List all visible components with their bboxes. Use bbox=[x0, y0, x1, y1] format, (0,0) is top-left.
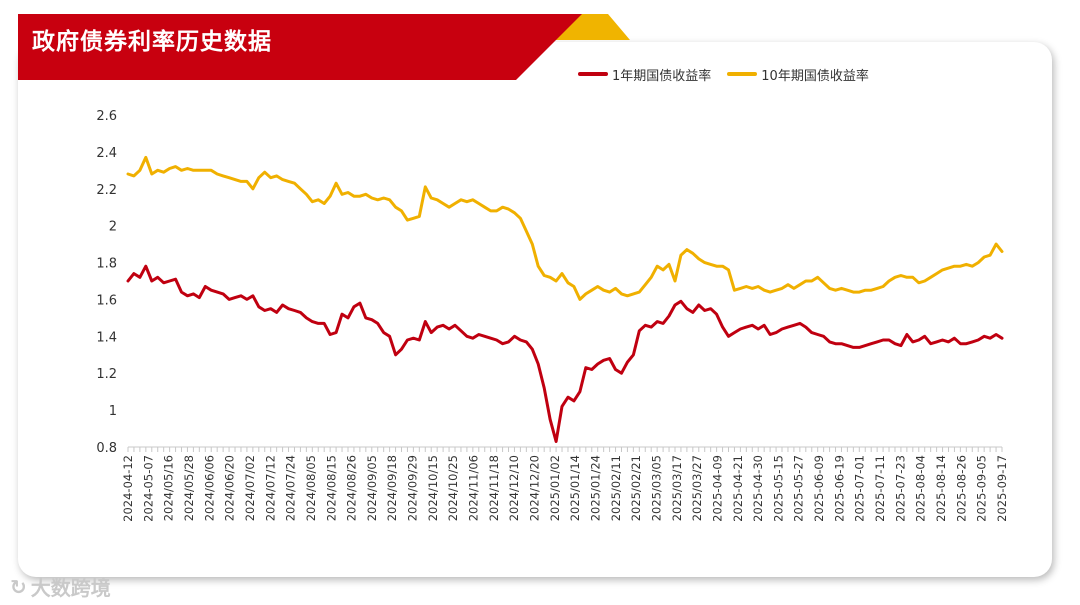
x-tick-label: 2024/10/25 bbox=[446, 455, 460, 521]
legend-item-1y: 1年期国债收益率 bbox=[578, 65, 711, 84]
y-tick-label: 2.4 bbox=[96, 146, 117, 161]
x-tick-label: 2025/03/27 bbox=[690, 455, 704, 521]
x-tick-label: 2024/08/05 bbox=[304, 455, 318, 521]
x-tick-label: 2024/06/06 bbox=[202, 455, 216, 521]
x-tick-label: 2024/08/26 bbox=[345, 455, 359, 521]
chart-legend: 1年期国债收益率 10年期国债收益率 bbox=[578, 64, 885, 84]
x-tick-label: 2025/02/11 bbox=[609, 455, 623, 521]
title-banner bbox=[18, 14, 630, 80]
x-tick-label: 2024-05-07 bbox=[141, 455, 155, 522]
x-tick-label: 2024/07/02 bbox=[243, 455, 257, 521]
y-tick-label: 2.2 bbox=[96, 183, 117, 198]
x-tick-label: 2025-07-23 bbox=[893, 455, 907, 522]
x-tick-label: 2025-09-05 bbox=[975, 455, 989, 522]
y-tick-label: 2 bbox=[109, 220, 117, 235]
legend-label-10y: 10年期国债收益率 bbox=[761, 68, 869, 84]
x-tick-label: 2024/12/10 bbox=[507, 455, 521, 521]
brand-logo-icon: ↻ bbox=[10, 574, 27, 599]
y-tick-label: 0.8 bbox=[96, 441, 117, 456]
watermark-text: 大数跨境 bbox=[30, 576, 111, 600]
x-tick-label: 2024/11/06 bbox=[467, 455, 481, 521]
x-tick-label: 2025-06-19 bbox=[832, 455, 846, 522]
banner-red-bar bbox=[18, 14, 582, 80]
x-tick-label: 2025/03/05 bbox=[649, 455, 663, 521]
x-tick-label: 2025/03/17 bbox=[670, 455, 684, 521]
y-tick-label: 1.2 bbox=[96, 367, 117, 382]
x-tick-label: 2024-04-12 bbox=[121, 455, 135, 522]
x-tick-label: 2024/05/16 bbox=[162, 455, 176, 521]
x-tick-label: 2025-08-14 bbox=[934, 455, 948, 522]
x-tick-label: 2025/02/21 bbox=[629, 455, 643, 521]
x-tick-label: 2025-04-21 bbox=[731, 455, 745, 522]
x-tick-label: 2025/01/14 bbox=[568, 455, 582, 521]
x-tick-label: 2025-07-01 bbox=[853, 455, 867, 522]
x-tick-label: 2024/07/24 bbox=[284, 455, 298, 521]
x-tick-label: 2024/06/20 bbox=[223, 455, 237, 521]
x-tick-label: 2024/10/15 bbox=[426, 455, 440, 521]
x-tick-label: 2025-07-11 bbox=[873, 455, 887, 522]
page-title: 政府债券利率历史数据 bbox=[32, 29, 272, 55]
x-tick-label: 2025-04-09 bbox=[710, 455, 724, 522]
x-tick-label: 2024/07/12 bbox=[263, 455, 277, 521]
x-tick-label: 2025/01/02 bbox=[548, 455, 562, 521]
watermark: ↻ 大数跨境 bbox=[10, 572, 111, 601]
legend-item-10y: 10年期国债收益率 bbox=[727, 65, 869, 84]
legend-swatch-1y bbox=[578, 72, 608, 76]
chart-card bbox=[18, 42, 1052, 577]
x-tick-label: 2025/01/24 bbox=[588, 455, 602, 521]
y-tick-label: 1.6 bbox=[96, 293, 117, 308]
y-tick-label: 2.6 bbox=[96, 109, 117, 124]
y-tick-label: 1 bbox=[109, 404, 117, 419]
x-tick-label: 2025-05-27 bbox=[792, 455, 806, 522]
x-tick-label: 2025-08-26 bbox=[954, 455, 968, 522]
x-tick-label: 2025-06-09 bbox=[812, 455, 826, 522]
x-tick-label: 2024/12/20 bbox=[528, 455, 542, 521]
x-tick-label: 2024/11/18 bbox=[487, 455, 501, 521]
x-tick-label: 2025-04-30 bbox=[751, 455, 765, 522]
x-tick-label: 2025-08-04 bbox=[914, 455, 928, 522]
x-tick-label: 2025-09-17 bbox=[995, 455, 1009, 522]
series-line-1y bbox=[126, 264, 1004, 443]
x-tick-label: 2024/08/15 bbox=[324, 455, 338, 521]
x-tick-label: 2024/09/05 bbox=[365, 455, 379, 521]
x-tick-label: 2024/09/18 bbox=[385, 455, 399, 521]
x-tick-label: 2025-05-15 bbox=[771, 455, 785, 522]
x-tick-label: 2024/05/28 bbox=[182, 455, 196, 521]
series-line-10y bbox=[126, 155, 1004, 301]
y-tick-label: 1.8 bbox=[96, 257, 117, 272]
y-tick-label: 1.4 bbox=[96, 330, 117, 345]
x-tick-label: 2024/09/29 bbox=[406, 455, 420, 521]
legend-label-1y: 1年期国债收益率 bbox=[612, 68, 712, 84]
legend-swatch-10y bbox=[727, 72, 758, 76]
